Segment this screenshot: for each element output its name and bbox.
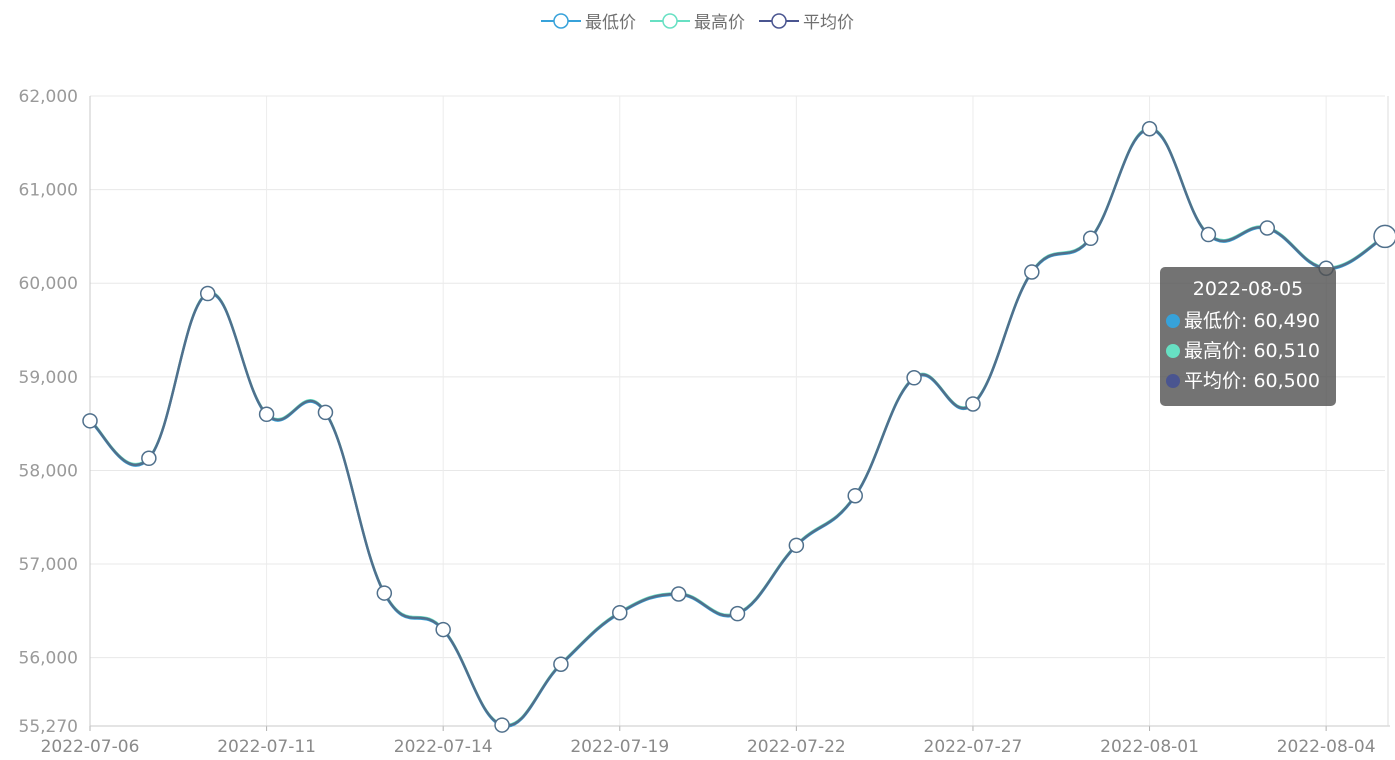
tooltip-value-avg-price: 平均价: 60,500 [1184, 370, 1320, 392]
legend: 最低价 最高价 平均价 [0, 8, 1395, 33]
data-point[interactable] [494, 717, 510, 733]
y-tick-label: 57,000 [19, 555, 78, 575]
data-point[interactable] [965, 396, 981, 412]
x-tick-label: 2022-07-22 [747, 737, 846, 757]
tooltip-row-max-price: 最高价: 60,510 [1166, 336, 1330, 366]
series-line-1 [89, 126, 1386, 726]
data-point[interactable] [1200, 226, 1217, 243]
data-point[interactable] [1259, 220, 1276, 236]
data-point[interactable] [1141, 121, 1158, 137]
x-tick-label: 2022-07-06 [41, 737, 140, 757]
data-point[interactable] [847, 487, 863, 504]
data-point[interactable] [1024, 264, 1040, 280]
data-point[interactable] [788, 537, 805, 554]
data-point[interactable] [435, 621, 451, 638]
data-point[interactable] [553, 656, 569, 672]
y-tick-label: 58,000 [19, 461, 78, 481]
data-point[interactable] [670, 586, 687, 602]
legend-item-max-price[interactable]: 最高价 [650, 8, 745, 33]
data-point[interactable] [1082, 230, 1099, 247]
legend-line-circle-icon [759, 11, 799, 31]
y-tick-label: 60,000 [19, 274, 78, 294]
tooltip: 2022-08-05 最低价: 60,490 最高价: 60,510 平均价: … [1160, 267, 1336, 406]
data-point[interactable] [141, 450, 157, 467]
data-point[interactable] [199, 285, 216, 302]
x-tick-label: 2022-07-27 [924, 737, 1023, 757]
legend-line-circle-icon [541, 11, 581, 31]
data-point[interactable] [729, 605, 746, 622]
data-point[interactable] [82, 413, 98, 429]
tooltip-dot-min-price [1166, 314, 1180, 328]
x-tick-label: 2022-07-14 [394, 737, 493, 757]
x-tick-label: 2022-07-11 [217, 737, 316, 757]
legend-label-max-price: 最高价 [694, 13, 745, 33]
data-point[interactable] [612, 604, 628, 621]
tooltip-title: 2022-08-05 [1192, 278, 1304, 300]
y-tick-label: 62,000 [19, 87, 78, 107]
data-point[interactable] [317, 404, 334, 421]
data-points [82, 121, 1395, 733]
legend-label-min-price: 最低价 [585, 13, 636, 33]
x-tick-label: 2022-08-04 [1277, 737, 1376, 757]
tooltip-dot-max-price [1166, 344, 1180, 358]
x-tick-label: 2022-08-01 [1100, 737, 1199, 757]
grid [90, 95, 1385, 726]
tooltip-dot-avg-price [1166, 374, 1180, 388]
y-tick-label: 59,000 [19, 368, 78, 388]
series-line-2 [89, 127, 1386, 727]
tooltip-row-min-price: 最低价: 60,490 [1166, 306, 1330, 336]
tooltip-value-min-price: 最低价: 60,490 [1184, 310, 1320, 332]
y-tick-label: 61,000 [19, 181, 78, 201]
series-lines [89, 126, 1386, 728]
tooltip-value-max-price: 最高价: 60,510 [1184, 340, 1320, 362]
axes: 55,270 56,000 57,000 58,000 59,000 60,000 61,0… [19, 87, 1390, 757]
data-point[interactable] [258, 406, 275, 423]
data-point[interactable] [1373, 224, 1395, 249]
x-tick-label: 2022-07-19 [570, 737, 669, 757]
y-tick-label: 56,000 [19, 649, 78, 669]
data-point[interactable] [376, 585, 393, 601]
legend-label-avg-price: 平均价 [803, 13, 854, 33]
legend-item-avg-price[interactable]: 平均价 [759, 8, 854, 33]
series-line-0 [89, 128, 1386, 728]
data-point[interactable] [906, 370, 922, 386]
y-tick-label: 55,270 [19, 717, 78, 737]
legend-item-min-price[interactable]: 最低价 [541, 8, 636, 33]
tooltip-row-avg-price: 平均价: 60,500 [1166, 366, 1330, 396]
legend-line-circle-icon [650, 11, 690, 31]
